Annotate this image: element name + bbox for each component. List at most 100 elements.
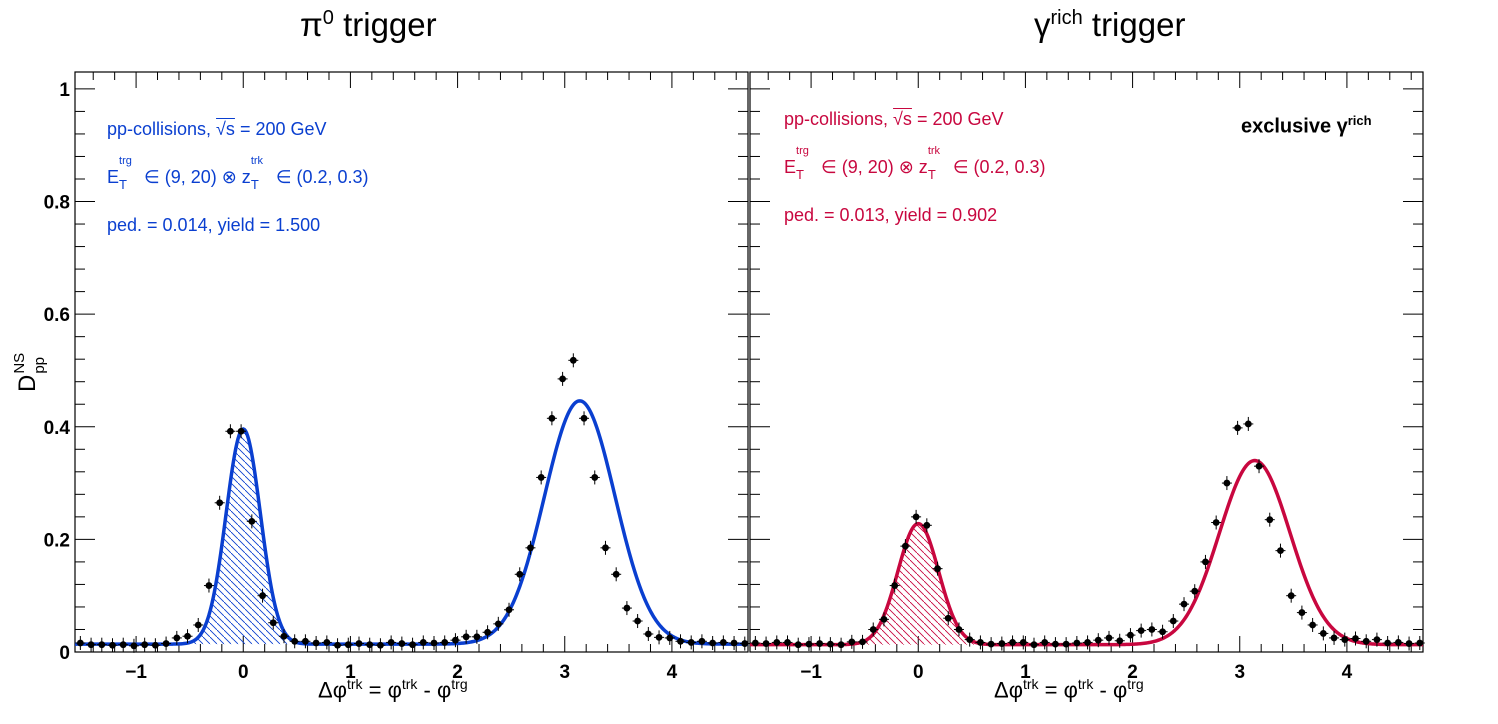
x-tick-label: 2 (1127, 662, 1138, 683)
y-tick-label: 0.6 (44, 305, 70, 326)
data-marker (623, 604, 631, 612)
data-point (975, 635, 986, 650)
data-point (782, 635, 793, 650)
x-tick-label: 2 (452, 662, 463, 683)
data-point (375, 638, 386, 653)
x-tick-label: 0 (913, 662, 924, 683)
x-tick-label: −1 (125, 662, 147, 683)
data-marker (1223, 479, 1231, 487)
data-marker (559, 375, 567, 383)
data-marker (1105, 634, 1113, 642)
data-point (868, 622, 879, 637)
data-point (1157, 624, 1168, 639)
data-marker (859, 638, 866, 646)
data-point (761, 636, 772, 651)
data-marker (730, 639, 738, 647)
data-marker (751, 639, 759, 647)
data-marker (998, 640, 1006, 647)
data-marker (912, 513, 920, 521)
data-marker (473, 633, 481, 641)
data-marker (205, 582, 213, 589)
data-marker (484, 628, 491, 636)
annotation-collisions-right: pp-collisions, √s = 200 GeV (784, 109, 1004, 129)
data-point (525, 540, 536, 555)
data-marker (344, 641, 352, 649)
data-point (96, 637, 107, 652)
annotation-fit-left: ped. = 0.014, yield = 1.500 (107, 215, 321, 235)
data-marker (1169, 617, 1177, 625)
data-point (579, 411, 590, 426)
data-point (1329, 630, 1340, 645)
data-marker (1084, 639, 1091, 646)
data-point (353, 636, 364, 651)
data-point (386, 635, 397, 650)
data-marker (880, 615, 888, 623)
data-marker (955, 626, 963, 633)
data-marker (1319, 630, 1327, 637)
x-tick-label: 0 (238, 662, 249, 683)
data-point (1071, 635, 1082, 650)
data-marker (591, 474, 599, 481)
data-marker (1384, 639, 1392, 647)
data-point (1125, 628, 1136, 643)
y-tick-label: 0.4 (44, 418, 71, 439)
data-point (675, 634, 686, 649)
data-point (1104, 630, 1115, 645)
data-marker (537, 474, 545, 481)
data-point (429, 635, 440, 650)
annotation-fit-right: ped. = 0.013, yield = 0.902 (784, 205, 998, 225)
data-marker (194, 621, 202, 629)
data-point (343, 637, 354, 652)
annotation-exclusive: exclusive γrich (1241, 113, 1372, 138)
data-point (600, 540, 611, 555)
data-point (450, 633, 461, 648)
data-point (1286, 588, 1297, 603)
data-point (75, 635, 86, 650)
data-marker (580, 414, 588, 422)
data-marker (1159, 628, 1166, 636)
data-point (643, 626, 654, 641)
data-point (514, 567, 525, 582)
data-point (214, 495, 225, 510)
data-point (1039, 635, 1050, 650)
data-marker (280, 632, 288, 640)
data-marker (162, 640, 170, 647)
data-point (900, 539, 911, 554)
data-point (654, 630, 665, 645)
data-marker (784, 639, 791, 646)
data-point (943, 611, 954, 626)
data-marker (1352, 635, 1359, 642)
data-point (1350, 631, 1361, 646)
data-marker (334, 641, 341, 649)
data-marker (184, 632, 191, 640)
data-point (182, 629, 193, 644)
data-point (611, 567, 622, 582)
data-marker (1116, 637, 1124, 645)
data-marker (1180, 600, 1188, 608)
data-point (1307, 617, 1318, 632)
data-point (1382, 635, 1393, 650)
data-point (203, 578, 214, 593)
data-point (1168, 614, 1179, 629)
data-marker (226, 427, 234, 435)
data-marker (76, 639, 84, 647)
x-tick-label: −1 (800, 662, 822, 683)
data-marker (826, 640, 834, 648)
data-point (686, 635, 697, 650)
data-point (396, 636, 407, 651)
data-marker (1041, 639, 1049, 646)
data-marker (462, 633, 470, 641)
data-marker (269, 619, 277, 627)
data-point (546, 411, 557, 426)
data-marker (1298, 609, 1306, 616)
data-marker (816, 640, 824, 647)
data-marker (569, 356, 577, 364)
data-point (1179, 597, 1190, 612)
data-marker (119, 641, 127, 649)
data-point (1404, 636, 1415, 651)
data-point (118, 637, 129, 652)
data-point (1264, 512, 1275, 527)
